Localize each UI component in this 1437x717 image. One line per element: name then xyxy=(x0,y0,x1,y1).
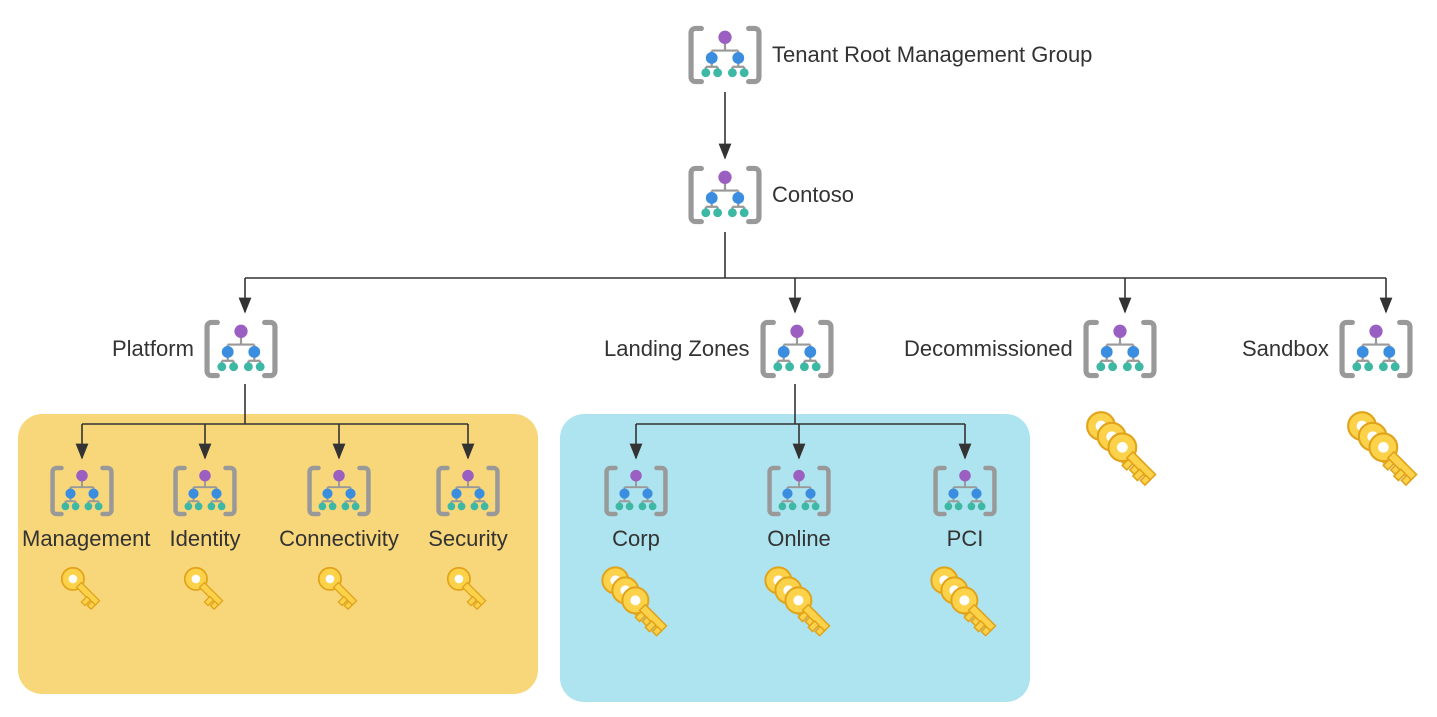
management-node: Management xyxy=(22,464,142,618)
subscription-key-icon xyxy=(309,558,369,618)
contoso-label: Contoso xyxy=(772,182,854,208)
security-node: Security xyxy=(408,464,528,618)
pci-label: PCI xyxy=(905,526,1025,552)
management-group-icon xyxy=(933,464,997,518)
landing-zones-label: Landing Zones xyxy=(604,336,750,362)
subscriptions-icon xyxy=(754,556,844,646)
management-group-icon xyxy=(688,164,762,226)
management-group-icon xyxy=(760,318,834,380)
subscription-key-icon xyxy=(52,558,112,618)
decommissioned-subscriptions-icon xyxy=(1075,400,1171,496)
online-node: Online xyxy=(739,464,859,646)
root-node: Tenant Root Management Group xyxy=(688,24,1092,86)
management-group-icon xyxy=(50,464,114,518)
identity-node: Identity xyxy=(145,464,265,618)
platform-node: Platform xyxy=(112,318,278,380)
management-group-icon xyxy=(767,464,831,518)
subscription-key-icon xyxy=(438,558,498,618)
management-group-icon xyxy=(204,318,278,380)
management-group-icon xyxy=(1339,318,1413,380)
connectivity-label: Connectivity xyxy=(279,526,399,552)
identity-label: Identity xyxy=(145,526,265,552)
subscriptions-icon xyxy=(920,556,1010,646)
management-group-icon xyxy=(688,24,762,86)
decommissioned-node: Decommissioned xyxy=(904,318,1157,380)
sandbox-label: Sandbox xyxy=(1242,336,1329,362)
management-group-icon xyxy=(173,464,237,518)
decommissioned-label: Decommissioned xyxy=(904,336,1073,362)
management-label: Management xyxy=(22,526,142,552)
platform-label: Platform xyxy=(112,336,194,362)
sandbox-node: Sandbox xyxy=(1242,318,1413,380)
subscription-key-icon xyxy=(175,558,235,618)
corp-node: Corp xyxy=(576,464,696,646)
management-group-icon xyxy=(1083,318,1157,380)
management-group-icon xyxy=(604,464,668,518)
subscriptions-icon xyxy=(591,556,681,646)
management-group-icon xyxy=(307,464,371,518)
corp-label: Corp xyxy=(576,526,696,552)
landing-zones-node: Landing Zones xyxy=(604,318,834,380)
connectivity-node: Connectivity xyxy=(279,464,399,618)
management-group-icon xyxy=(436,464,500,518)
contoso-node: Contoso xyxy=(688,164,854,226)
root-label: Tenant Root Management Group xyxy=(772,42,1092,68)
pci-node: PCI xyxy=(905,464,1025,646)
security-label: Security xyxy=(408,526,528,552)
online-label: Online xyxy=(739,526,859,552)
sandbox-subscriptions-icon xyxy=(1336,400,1432,496)
